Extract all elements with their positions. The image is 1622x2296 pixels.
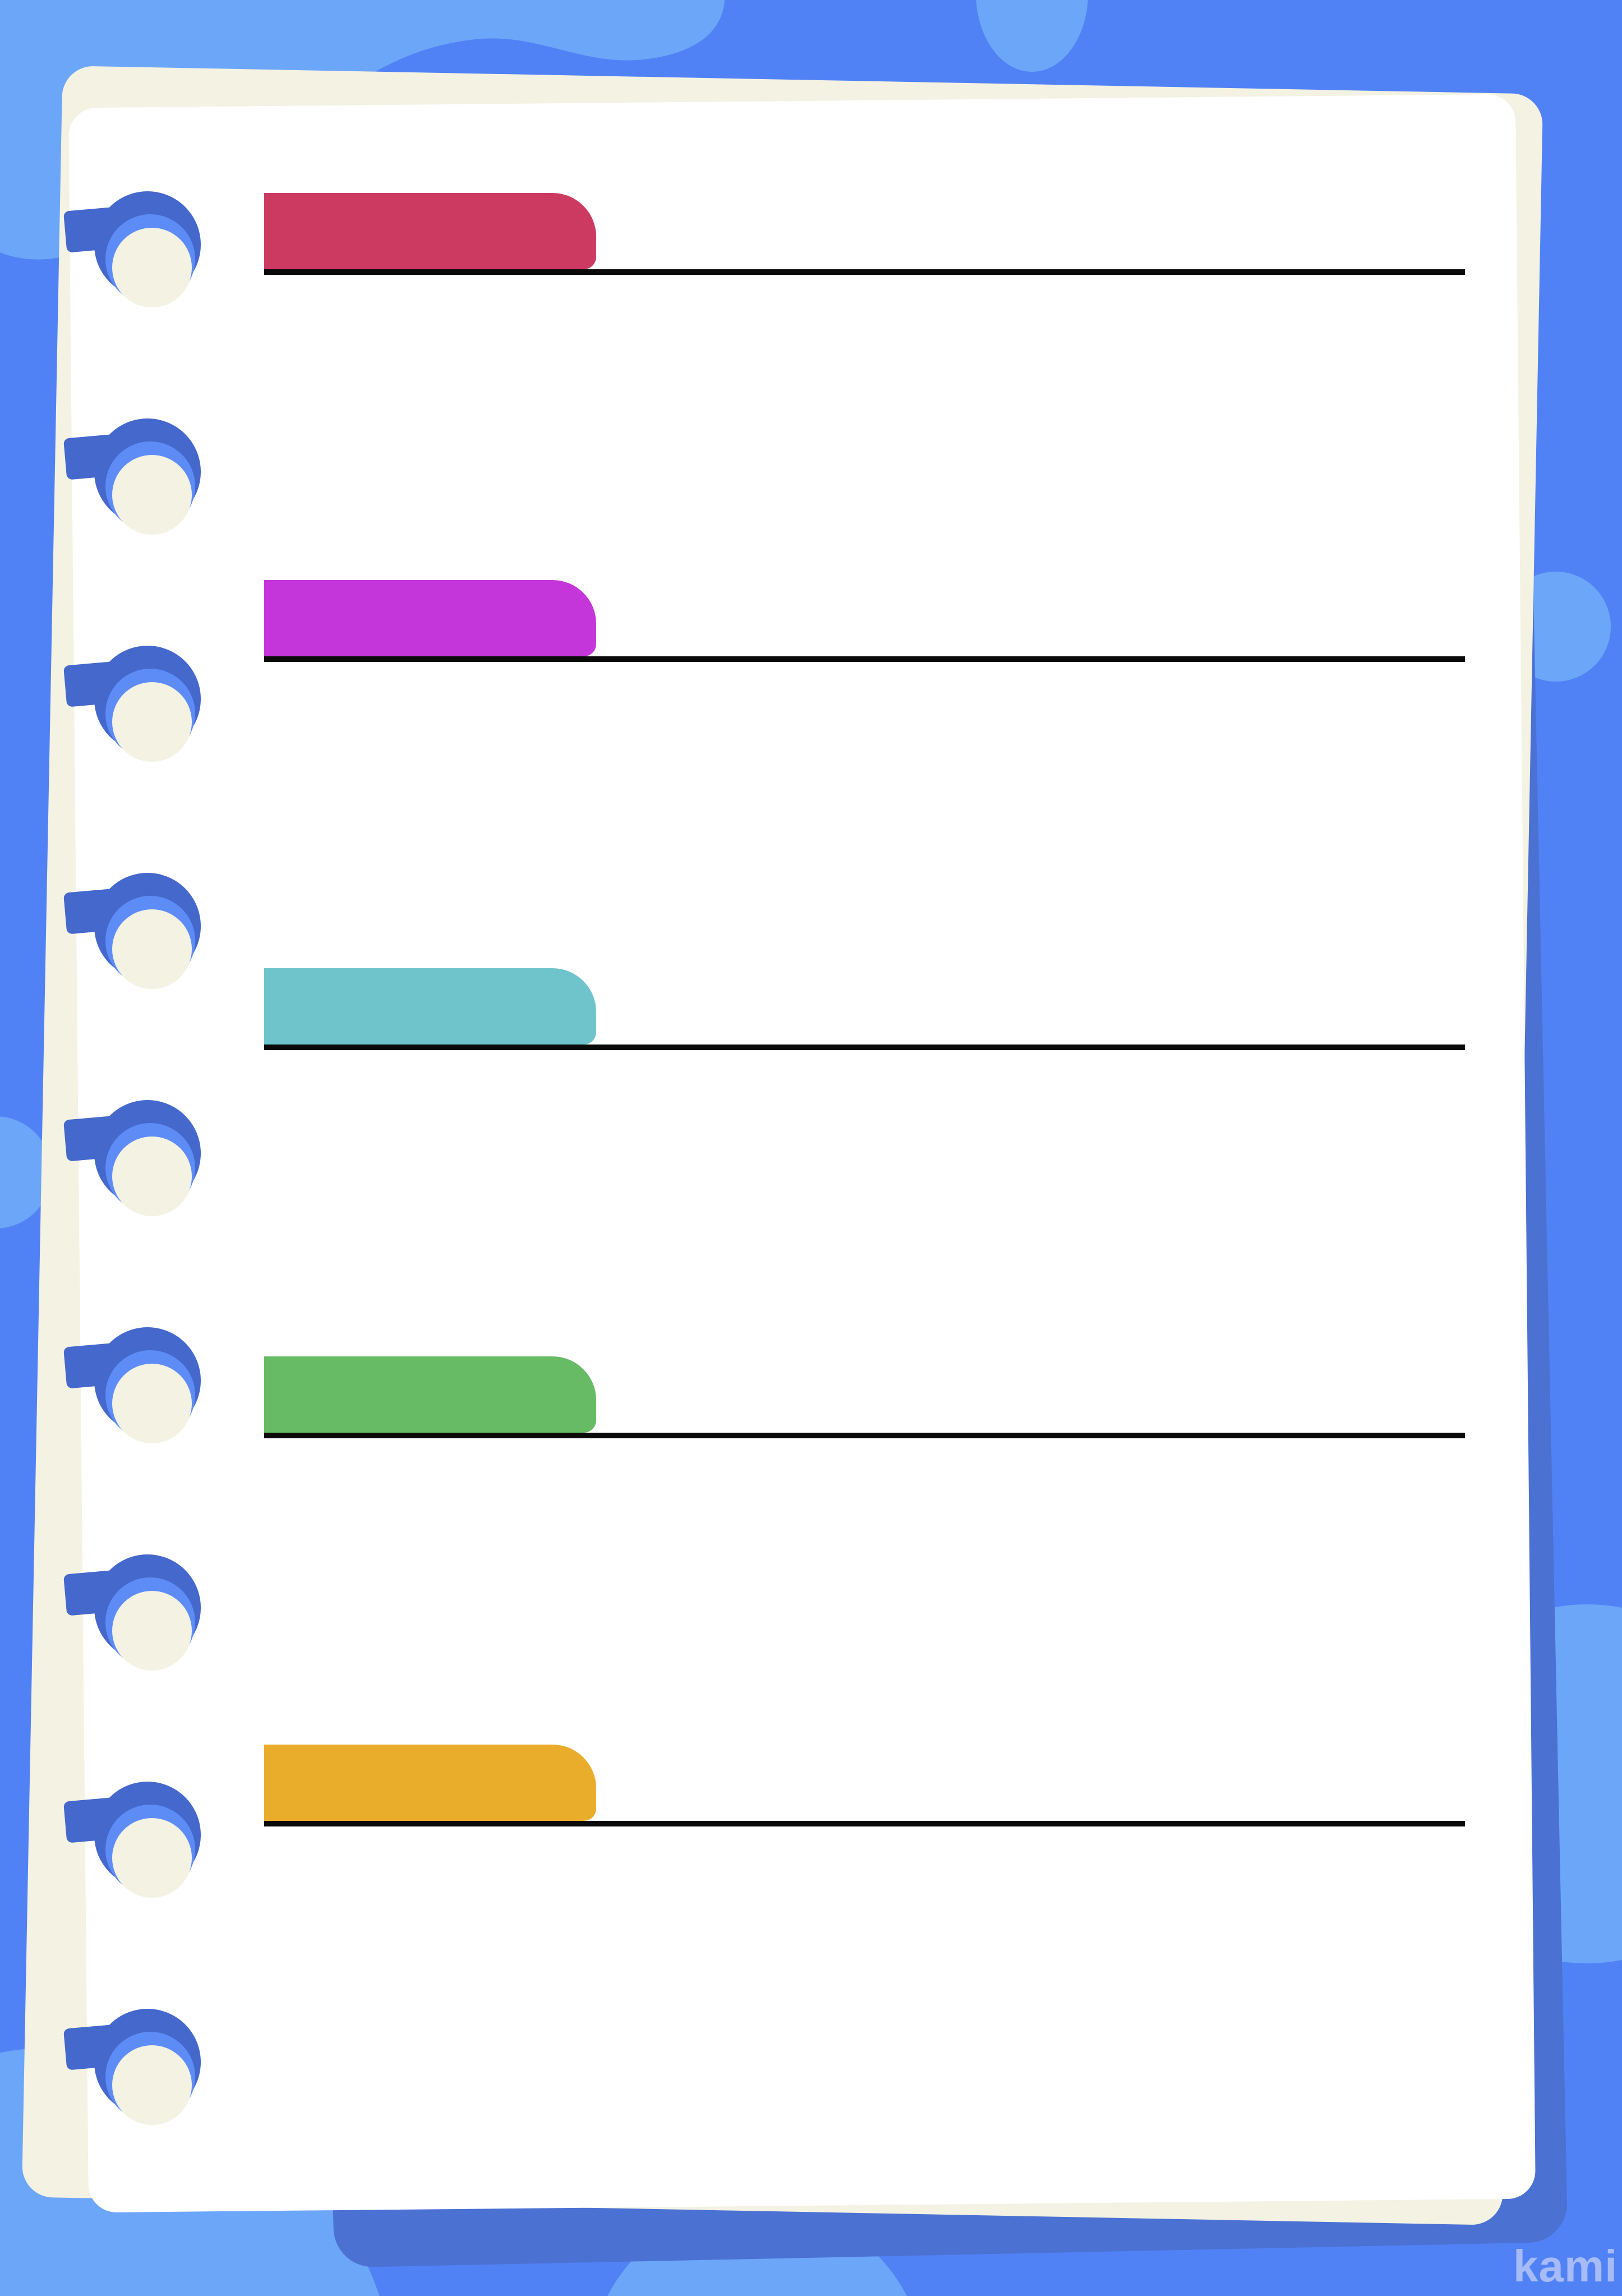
ruled-line-4 (264, 1433, 1465, 1438)
ruled-line-1 (264, 269, 1465, 275)
kami-watermark-logo: kami (1513, 2241, 1618, 2291)
section-tab-2 (264, 580, 596, 656)
section-tab-4 (264, 1356, 596, 1433)
section-tab-1 (264, 193, 596, 269)
top-finger-blob (976, 0, 1088, 72)
ruled-line-5 (264, 1821, 1465, 1826)
ruled-line-3 (264, 1045, 1465, 1050)
white-page (68, 94, 1536, 2212)
section-tab-3 (264, 968, 596, 1045)
left-edge-circle (0, 1116, 52, 1228)
ruled-line-2 (264, 656, 1465, 662)
section-tab-5 (264, 1745, 596, 1821)
